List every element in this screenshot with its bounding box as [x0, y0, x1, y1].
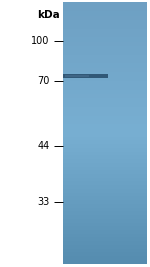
Bar — [63, 74, 108, 78]
Text: 33: 33 — [37, 197, 50, 207]
Bar — [64, 75, 89, 77]
Text: kDa: kDa — [37, 10, 60, 20]
Text: 70: 70 — [37, 76, 50, 87]
Text: 100: 100 — [31, 36, 50, 46]
Text: 44: 44 — [37, 140, 50, 151]
